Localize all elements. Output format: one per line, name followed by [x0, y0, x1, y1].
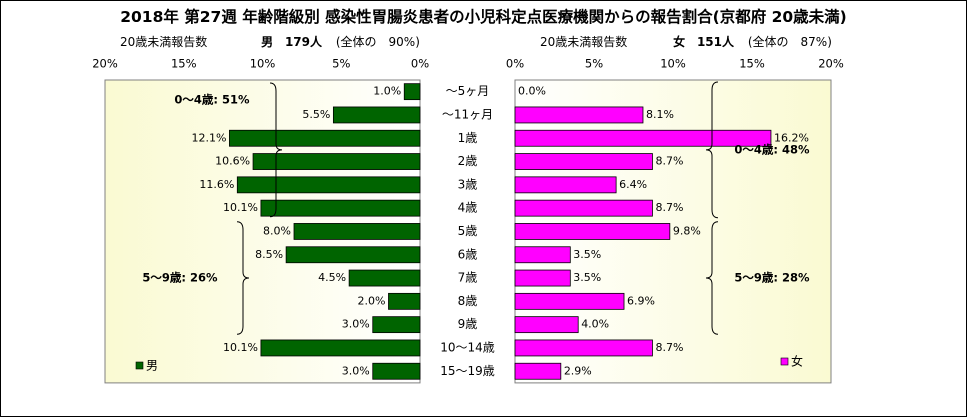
female-data-label: 0.0% [518, 85, 546, 98]
male-data-label: 4.5% [318, 271, 346, 284]
male-data-label: 3.0% [342, 318, 370, 331]
male-reports-label: 20歳未満報告数 [120, 35, 208, 49]
female-bar [514, 153, 653, 170]
male-bar [388, 292, 421, 310]
male-bar [293, 223, 421, 240]
male-data-label: 11.6% [199, 178, 234, 191]
female-data-label: 3.5% [573, 271, 601, 284]
male-bar [403, 83, 421, 101]
male-data-label: 2.0% [358, 294, 386, 307]
category-label: 8歳 [458, 294, 478, 308]
female-data-label: 2.9% [564, 364, 592, 377]
male-data-label: 10.1% [223, 341, 258, 354]
male-header: 20歳未満報告数 男 179人 (全体の 90%) [120, 33, 420, 50]
female-data-label: 6.4% [619, 178, 647, 191]
female-bar [514, 246, 571, 264]
male-group-bracket [269, 82, 283, 218]
female-data-label: 9.8% [673, 224, 701, 237]
male-data-label: 10.1% [223, 201, 258, 214]
male-data-label: 5.5% [302, 108, 330, 121]
male-bar [236, 176, 421, 194]
female-bar [514, 129, 772, 147]
category-label: 15～19歳 [440, 364, 495, 378]
male-data-label: 1.0% [373, 85, 401, 98]
male-x-tick-label: 10% [250, 57, 276, 71]
female-group-label: 5～9歳: 28% [734, 271, 810, 285]
male-share: (全体の 90%) [335, 35, 420, 49]
category-label: ～11ヶ月 [442, 107, 493, 121]
female-bar [514, 339, 653, 357]
female-data-label: 8.1% [646, 108, 674, 121]
male-bar [260, 199, 421, 217]
female-count: 151人 [696, 35, 735, 49]
category-label: 9歳 [458, 317, 478, 331]
female-bar [514, 292, 625, 310]
female-data-label: 3.5% [573, 248, 601, 261]
category-label: 5歳 [458, 224, 478, 238]
female-bar [514, 269, 571, 287]
male-bar [348, 269, 421, 287]
male-data-label: 8.0% [263, 224, 291, 237]
male-bar [372, 362, 421, 380]
female-data-label: 8.7% [655, 341, 683, 354]
male-legend-label: 男 [146, 359, 158, 373]
male-bar [252, 153, 421, 170]
female-sex-label: 女 [673, 35, 686, 49]
male-sex-label: 男 [261, 35, 274, 49]
male-x-tick-label: 0% [411, 57, 429, 71]
female-data-label: 8.7% [655, 155, 683, 168]
male-data-label: 10.6% [215, 155, 250, 168]
category-label: 2歳 [458, 154, 478, 168]
female-x-tick-label: 0% [506, 57, 524, 71]
female-legend-label: 女 [791, 354, 803, 369]
female-data-label: 8.7% [655, 201, 683, 214]
female-bar [514, 199, 653, 217]
category-label: 6歳 [458, 247, 478, 261]
male-x-tick-label: 15% [171, 57, 197, 71]
female-bar [514, 176, 617, 194]
female-legend-swatch [780, 357, 789, 366]
male-bar [260, 339, 421, 357]
female-reports-label: 20歳未満報告数 [540, 35, 628, 49]
category-label: 4歳 [458, 201, 478, 215]
chart-title: 2018年 第27週 年齢階級別 感染性胃腸炎患者の小児科定点医療機関からの報告… [120, 8, 847, 26]
female-share: (全体の 87%) [747, 35, 832, 49]
male-group-bracket [236, 221, 250, 335]
male-bar [285, 246, 421, 264]
male-legend-swatch [135, 361, 144, 370]
female-bar [514, 362, 562, 380]
male-group-label: 5～9歳: 26% [142, 271, 218, 285]
female-x-tick-label: 5% [585, 57, 603, 71]
female-x-tick-label: 10% [660, 57, 686, 71]
male-data-label: 8.5% [255, 248, 283, 261]
female-data-label: 4.0% [581, 318, 609, 331]
female-bar [514, 106, 644, 124]
male-data-label: 12.1% [191, 131, 226, 144]
category-label: 10～14歳 [440, 340, 495, 354]
category-label: 1歳 [458, 131, 478, 145]
category-label: 3歳 [458, 177, 478, 191]
female-header: 20歳未満報告数 女 151人 (全体の 87%) [540, 33, 832, 50]
female-x-tick-label: 15% [739, 57, 765, 71]
male-x-tick-label: 20% [92, 57, 118, 71]
male-bar [229, 129, 421, 147]
male-bar [332, 106, 421, 124]
male-data-label: 3.0% [342, 364, 370, 377]
male-bar [372, 316, 421, 334]
female-bar [514, 316, 579, 334]
female-group-label: 0～4歳: 48% [734, 142, 810, 156]
female-group-bracket [705, 81, 719, 219]
category-label: 7歳 [458, 271, 478, 285]
female-group-bracket [705, 221, 719, 335]
male-count: 179人 [284, 35, 323, 49]
male-group-label: 0～4歳: 51% [174, 92, 250, 106]
female-bar [514, 223, 671, 240]
male-x-tick-label: 5% [332, 57, 350, 71]
female-x-tick-label: 20% [818, 57, 844, 71]
category-label: ～5ヶ月 [446, 84, 490, 98]
female-data-label: 16.2% [774, 131, 809, 144]
female-data-label: 6.9% [627, 294, 655, 307]
